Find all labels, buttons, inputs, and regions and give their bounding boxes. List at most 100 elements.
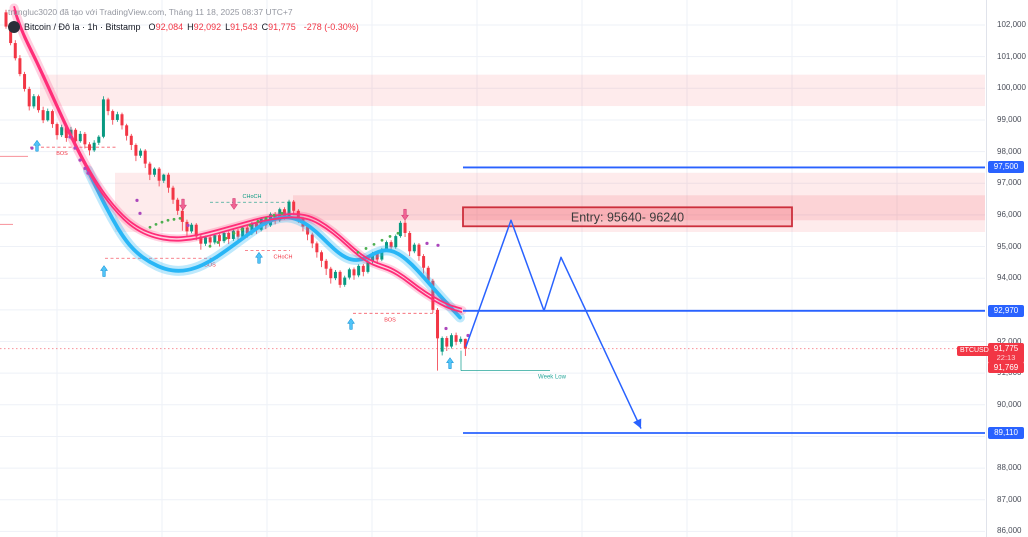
candle-body	[134, 144, 138, 156]
long-signal-arrow-up-icon	[446, 357, 454, 369]
signal-dot-green	[216, 241, 220, 244]
price-axis[interactable]: 102,000 101,000 100,000 99,000 98,000 97,000 9…	[986, 0, 1028, 537]
symbol-title: Bitcoin / Đô la · 1h · Bitstamp	[24, 22, 141, 32]
long-signal-arrow-up-icon	[33, 139, 41, 152]
candle-body	[111, 111, 115, 120]
candle-body	[222, 232, 226, 242]
signal-dot-green	[172, 217, 176, 221]
signal-dot-green	[272, 213, 276, 217]
candle-body	[13, 43, 17, 59]
candle-body	[64, 127, 68, 138]
secondary-price-label: 91,769	[988, 362, 1024, 373]
signal-dot-purple	[466, 333, 470, 338]
signal-dot-green	[178, 216, 182, 220]
signal-dot-purple	[73, 146, 77, 150]
candle-body	[190, 224, 194, 232]
candle-body	[32, 96, 36, 107]
axis-price-label: 94,000	[997, 273, 1022, 283]
entry-zone-box[interactable]	[462, 206, 793, 228]
structure-label: BOS	[56, 151, 68, 157]
candle-body	[426, 267, 430, 281]
candle-body	[166, 174, 170, 188]
candle-body	[231, 230, 235, 239]
candle-body	[139, 150, 143, 156]
supply-zone[interactable]	[40, 74, 985, 107]
signal-dot-green	[380, 238, 384, 242]
ohlc-letter: C	[261, 22, 269, 32]
candle-body	[324, 260, 328, 269]
signal-dot-purple	[444, 326, 448, 331]
candle-body	[78, 133, 82, 142]
candle-body	[180, 210, 184, 222]
candle-body	[357, 265, 361, 276]
short-signal-arrow-down-icon	[401, 209, 409, 221]
candle-body	[194, 224, 198, 237]
projection-arrowhead-icon	[633, 418, 642, 429]
axis-price-label: 87,000	[997, 494, 1022, 504]
candle-body	[101, 99, 105, 137]
structure-label: BOS	[384, 317, 396, 323]
candle-body	[366, 261, 370, 272]
signal-dot-green	[280, 211, 284, 215]
signal-dot-green	[208, 244, 212, 248]
attribution-text: trungluc3020 đã tạo với TradingView.com,…	[8, 7, 293, 17]
axis-price-label: 102,000	[997, 20, 1026, 29]
axis-price-label: 99,000	[997, 114, 1022, 124]
structure-label: CHoCH	[274, 254, 293, 260]
candle-body	[115, 114, 119, 120]
chart-canvas[interactable]: BOS BOS CHoCH CHoCH BOS Entry: 95640- 96240 We…	[0, 0, 986, 537]
short-signal-arrow-down-icon	[179, 198, 187, 211]
signal-dot-purple	[68, 135, 72, 139]
candle-body	[120, 114, 124, 126]
candle-body	[18, 58, 22, 75]
candle-body	[204, 237, 208, 244]
bar-countdown: 22:13	[996, 353, 1016, 362]
signal-dot-purple	[138, 211, 142, 215]
candle-body	[176, 199, 180, 211]
symbol-legend[interactable]: Bitcoin / Đô la · 1h · Bitstamp O92,084 H…	[8, 21, 359, 33]
symbol-logo-icon	[8, 21, 20, 33]
candle-body	[185, 221, 189, 232]
candle-body	[417, 244, 421, 257]
signal-dot-green	[166, 218, 170, 222]
candle-body	[398, 222, 402, 237]
signal-dot-purple	[78, 158, 82, 162]
candle-body	[347, 269, 351, 278]
candle-body	[46, 111, 50, 121]
candle-body	[152, 168, 156, 175]
candle-body	[74, 129, 78, 142]
candle-body	[440, 338, 444, 352]
candle-body	[306, 226, 310, 235]
candle-body	[459, 338, 463, 342]
candle-body	[217, 235, 221, 242]
candle-body	[245, 227, 249, 234]
candle-body	[125, 125, 129, 136]
candle-body	[171, 187, 175, 200]
candle-body	[9, 26, 13, 44]
signal-dot-green	[264, 216, 268, 220]
fast-ma-upper	[13, 6, 463, 310]
candle-body	[361, 265, 365, 272]
candle-body	[199, 236, 203, 244]
signal-dot-purple	[186, 223, 190, 227]
candle-body	[454, 335, 458, 342]
candle-body	[129, 135, 133, 145]
candle-body	[241, 227, 245, 237]
signal-dot-green	[372, 242, 376, 246]
ohlc-value: 92,092	[193, 22, 222, 32]
signal-dot-green	[356, 250, 360, 254]
long-signal-arrow-up-icon	[255, 251, 263, 264]
signal-dot-green	[364, 247, 368, 250]
structure-label: CHoCH	[243, 194, 262, 200]
candle-body	[97, 136, 101, 143]
projection-zigzag[interactable]	[465, 219, 642, 429]
axis-price-label: 95,000	[997, 241, 1022, 251]
candle-body	[50, 111, 54, 125]
axis-price-label: 86,000	[997, 526, 1022, 536]
candle-body	[412, 244, 416, 252]
candle-body	[227, 232, 231, 239]
axis-price-label: 96,000	[997, 209, 1022, 219]
candle-body	[36, 96, 40, 111]
candle-body	[380, 249, 384, 260]
signal-dot-purple	[86, 171, 90, 175]
